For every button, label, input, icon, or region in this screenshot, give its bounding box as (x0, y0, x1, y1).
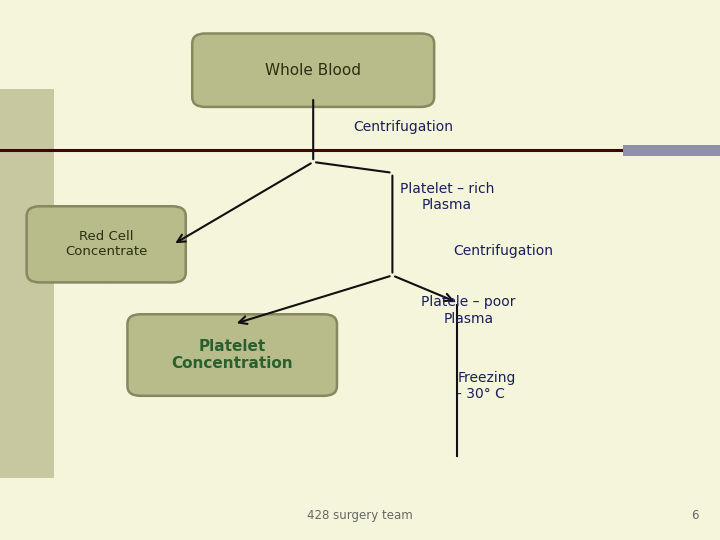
Bar (0, 89, 54, 478)
Text: Platele – poor
Plasma: Platele – poor Plasma (421, 295, 516, 326)
FancyBboxPatch shape (27, 206, 186, 282)
Text: Whole Blood: Whole Blood (265, 63, 361, 78)
FancyBboxPatch shape (192, 33, 434, 107)
Text: Centrifugation: Centrifugation (454, 244, 554, 258)
Text: Centrifugation: Centrifugation (353, 120, 453, 134)
Text: Freezing
- 30° C: Freezing - 30° C (457, 371, 516, 401)
Bar (623, 145, 720, 156)
Text: Platelet – rich
Plasma: Platelet – rich Plasma (400, 182, 494, 212)
Text: 6: 6 (691, 509, 698, 522)
Text: 428 surgery team: 428 surgery team (307, 509, 413, 522)
Text: Platelet
Concentration: Platelet Concentration (171, 339, 293, 372)
Text: Red Cell
Concentrate: Red Cell Concentrate (65, 231, 148, 258)
FancyBboxPatch shape (127, 314, 337, 396)
